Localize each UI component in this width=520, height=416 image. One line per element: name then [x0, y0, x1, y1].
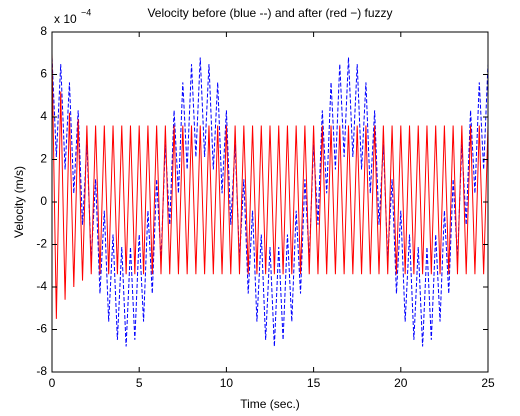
plot-frame [51, 31, 489, 373]
x-tick-label: 0 [49, 376, 56, 390]
series-line [51, 57, 489, 347]
y-tick-label: -8 [36, 364, 47, 378]
y-tick-label: 8 [40, 24, 47, 38]
y-tick-label: 6 [40, 67, 47, 81]
x-tick-label: 15 [307, 376, 321, 390]
x-axis-label: Time (sec.) [240, 397, 300, 411]
y-axis-label: Velocity (m/s) [12, 166, 26, 238]
x-tick-label: 25 [481, 376, 495, 390]
series-line [51, 53, 489, 319]
x-tick-label: 10 [220, 376, 234, 390]
exponent-base: x 10 [54, 12, 77, 26]
chart-title: Velocity before (blue --) and after (red… [147, 6, 392, 20]
y-tick-label: -2 [36, 237, 47, 251]
x-tick-label: 5 [136, 376, 143, 390]
y-tick-label: 2 [40, 152, 47, 166]
y-tick-label: 4 [40, 109, 47, 123]
y-tick-label: 0 [40, 194, 47, 208]
y-tick-label: -6 [36, 322, 47, 336]
y-tick-label: -4 [36, 279, 47, 293]
x-tick-label: 20 [394, 376, 408, 390]
exponent-power: −4 [81, 7, 91, 17]
